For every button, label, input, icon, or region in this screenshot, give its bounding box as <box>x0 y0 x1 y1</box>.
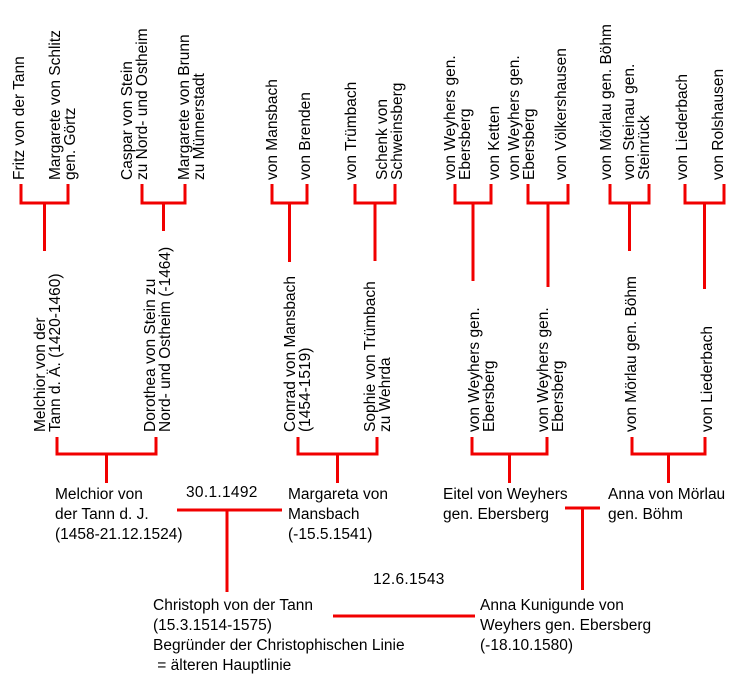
label-dorothea-von-stein: Dorothea von Stein zu Nord- und Ostheim … <box>142 246 174 432</box>
bracket-gen1-pair7 <box>608 184 651 251</box>
marriage-date-1492: 30.1.1492 <box>186 484 258 501</box>
label-moerlau-boehm-parent: von Mörlau gen. Böhm <box>623 276 640 432</box>
label-eitel-von-weyhers: Eitel von Weyhers gen. Ebersberg <box>443 486 568 523</box>
label-margarete-von-schlitz: Margarete von Schlitz gen. Görtz <box>47 30 79 180</box>
marriage-line-eitel-anna <box>565 506 600 590</box>
bracket-gen2-pair3 <box>470 437 549 483</box>
label-weyhers-ebersberg-father: von Weyhers gen. Ebersberg <box>466 307 498 432</box>
label-fritz-von-der-tann: Fritz von der Tann <box>11 56 28 180</box>
label-melchior-von-der-tann-ae: Melchior von der Tann d. Ä. (1420-1460) <box>32 273 64 432</box>
label-von-truembach: von Trümbach <box>343 81 360 180</box>
label-sophie-von-truembach: Sophie von Trümbach zu Wehrda <box>362 281 394 432</box>
label-anna-kunigunde-von-weyhers: Anna Kunigunde von Weyhers gen. Ebersber… <box>480 597 652 654</box>
bracket-gen1-pair1 <box>19 184 70 251</box>
bracket-gen2-pair2 <box>296 437 379 483</box>
label-conrad-von-mansbach: Conrad von Mansbach (1454-1519) <box>282 276 314 432</box>
marriage-line-1492 <box>177 508 282 592</box>
bracket-gen1-pair6 <box>526 184 570 287</box>
label-anna-von-moerlau: Anna von Mörlau gen. Böhm <box>608 486 726 523</box>
label-von-mansbach: von Mansbach <box>264 79 281 180</box>
marriage-date-1543: 12.6.1543 <box>373 571 445 588</box>
label-von-ketten: von Ketten <box>486 105 503 180</box>
bracket-gen1-pair2 <box>140 184 187 231</box>
label-schenk-von-schweinsberg: Schenk von Schweinsberg <box>374 82 406 180</box>
label-von-brenden: von Brenden <box>297 92 314 180</box>
label-von-moerlau-boehm: von Mörlau gen. Böhm <box>598 24 615 180</box>
label-caspar-von-stein: Caspar von Stein zu Nord- und Ostheim <box>119 28 151 180</box>
label-melchior-von-der-tann-jj: Melchior von der Tann d. J. (1458-21.12.… <box>55 486 183 543</box>
label-liederbach-parent: von Liederbach <box>699 326 716 432</box>
label-margareta-von-mansbach: Margareta von Mansbach (-15.5.1541) <box>288 486 388 543</box>
label-von-steinau-steinrueck: von Steinau gen. Steinrück <box>621 63 653 180</box>
bracket-gen2-pair4 <box>630 437 707 483</box>
label-von-weyhers-ebersberg-2: von Weyhers gen. Ebersberg <box>506 55 538 180</box>
bracket-gen1-pair5 <box>453 184 493 281</box>
bracket-gen1-pair3 <box>270 184 309 262</box>
bracket-gen1-pair4 <box>353 184 397 261</box>
label-weyhers-ebersberg-mother: von Weyhers gen. Ebersberg <box>535 307 567 432</box>
label-von-rolshausen: von Rolshausen <box>710 68 727 180</box>
label-von-liederbach: von Liederbach <box>674 74 691 180</box>
label-von-voelkershausen: von Völkershausen <box>553 48 570 180</box>
label-christoph-von-der-tann: Christoph von der Tann (15.3.1514-1575) … <box>153 597 405 674</box>
bracket-gen1-pair8 <box>683 184 726 289</box>
bracket-gen2-pair1 <box>55 437 158 483</box>
label-margarete-von-brunn: Margarete von Brunn zu Münnerstadt <box>176 34 208 180</box>
label-von-weyhers-ebersberg-1: von Weyhers gen. Ebersberg <box>442 55 474 180</box>
